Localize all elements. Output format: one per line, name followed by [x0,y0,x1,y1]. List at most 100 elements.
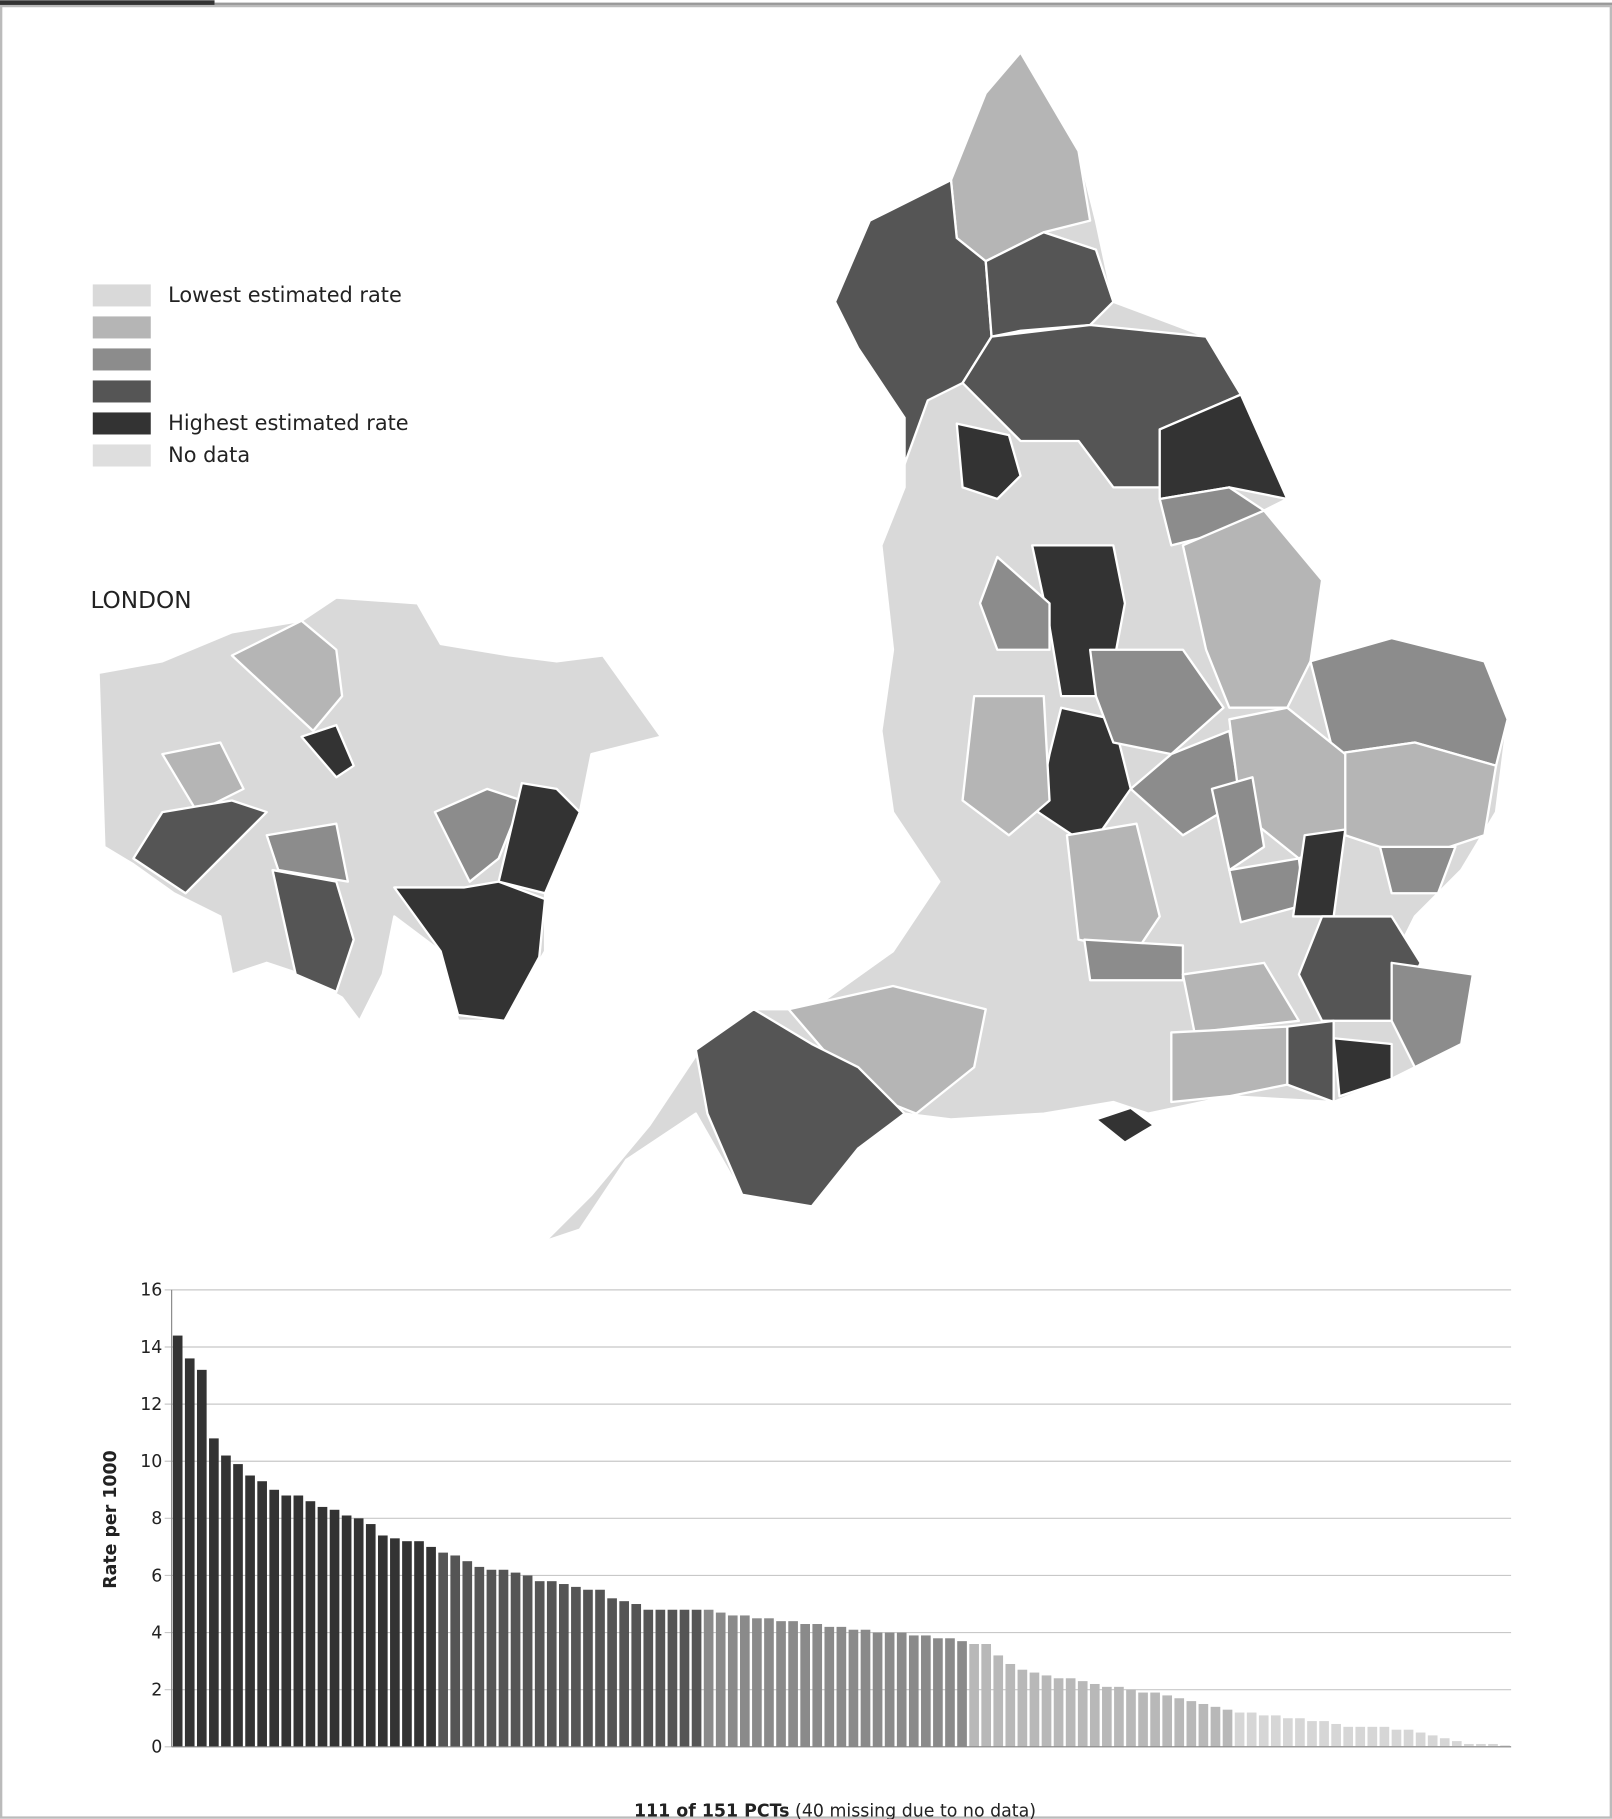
map-region [271,868,355,993]
bar [1005,1663,1016,1747]
bar [209,1438,219,1747]
bar [365,1524,376,1747]
bar [281,1495,292,1747]
bar [196,1369,207,1747]
bar [752,1618,762,1747]
bar [1379,1726,1390,1747]
bar [607,1598,617,1747]
map-region [1181,961,1301,1034]
bar [1427,1735,1438,1747]
legend-label: Lowest estimated rate [168,283,402,307]
bar [655,1609,666,1747]
legend-label: No data [168,443,250,467]
bar [450,1555,461,1747]
bar [740,1615,750,1747]
bar [426,1546,436,1747]
bar [221,1455,231,1747]
bar [558,1584,569,1747]
y-tick-label: 16 [140,1281,162,1301]
map-region [1210,776,1266,872]
bar [1138,1692,1148,1747]
bar [1439,1738,1450,1747]
bar [933,1638,943,1747]
england-map [543,51,1509,1243]
x-axis-label-count: 111 of 151 PCTs [634,1801,790,1819]
bar [1126,1689,1136,1747]
map-region [694,1008,906,1208]
bar [1065,1678,1076,1747]
bar [1295,1718,1305,1747]
bar [1391,1729,1402,1747]
bar [631,1604,642,1747]
bar [1258,1715,1269,1747]
bar [1331,1723,1341,1747]
map-region [1181,509,1324,709]
bar [1403,1729,1414,1747]
bar [522,1575,533,1747]
bar [329,1509,340,1747]
bar [498,1569,509,1747]
map-region [497,781,582,895]
london-map [97,596,663,1022]
bar [486,1569,497,1747]
bar [1464,1743,1474,1747]
map-region [833,178,993,466]
bar [510,1572,521,1747]
bar [993,1655,1004,1747]
y-axis-label: Rate per 1000 [101,1450,121,1588]
bar [1319,1721,1329,1747]
bar [1500,1745,1510,1747]
legend-swatch [92,316,151,339]
bar [462,1561,473,1747]
bar [172,1335,183,1747]
map-region [230,619,344,733]
bar [269,1489,280,1747]
map-region [161,741,245,814]
bar-chart: 0 2 4 6 8 10 12 14 16 [140,1281,1512,1758]
map-region [1378,845,1457,895]
map-region [978,555,1051,651]
map-region [393,880,547,1022]
map-region [955,422,1022,501]
bar [824,1626,835,1747]
map-region [1158,393,1289,501]
bar [245,1475,255,1747]
y-tick-label: 2 [151,1680,162,1700]
bar [534,1581,545,1747]
bar [896,1632,907,1747]
bar [341,1515,352,1747]
bar [305,1501,316,1747]
bar [1053,1678,1064,1747]
y-tick-label: 4 [151,1623,162,1643]
legend-label: Highest estimated rate [168,411,408,435]
bar [1415,1732,1426,1747]
bar [1017,1669,1028,1747]
bar [1114,1686,1124,1747]
bar [1162,1695,1173,1747]
bar [257,1481,267,1747]
legend: Lowest estimated rate Highest estimated r… [92,283,409,467]
bar [703,1609,714,1747]
map-region [1065,822,1161,953]
x-axis-label-note: (40 missing due to no data) [795,1801,1036,1819]
legend-swatch [92,412,151,435]
bar [1246,1712,1257,1747]
bar [414,1541,424,1747]
bar [619,1601,629,1747]
legend-swatch [92,444,151,467]
bar [908,1635,919,1747]
bar [1355,1726,1366,1747]
map-region [1170,1025,1289,1104]
bar [872,1632,883,1747]
bar [390,1538,400,1747]
map-region [265,822,350,883]
bar [1451,1741,1462,1747]
bar [1029,1672,1040,1747]
y-tick-label: 8 [151,1509,162,1529]
bar [1077,1681,1088,1747]
bar [1307,1721,1317,1747]
bar [667,1609,678,1747]
bar [691,1609,702,1747]
bar [353,1518,364,1747]
bar [233,1464,243,1747]
